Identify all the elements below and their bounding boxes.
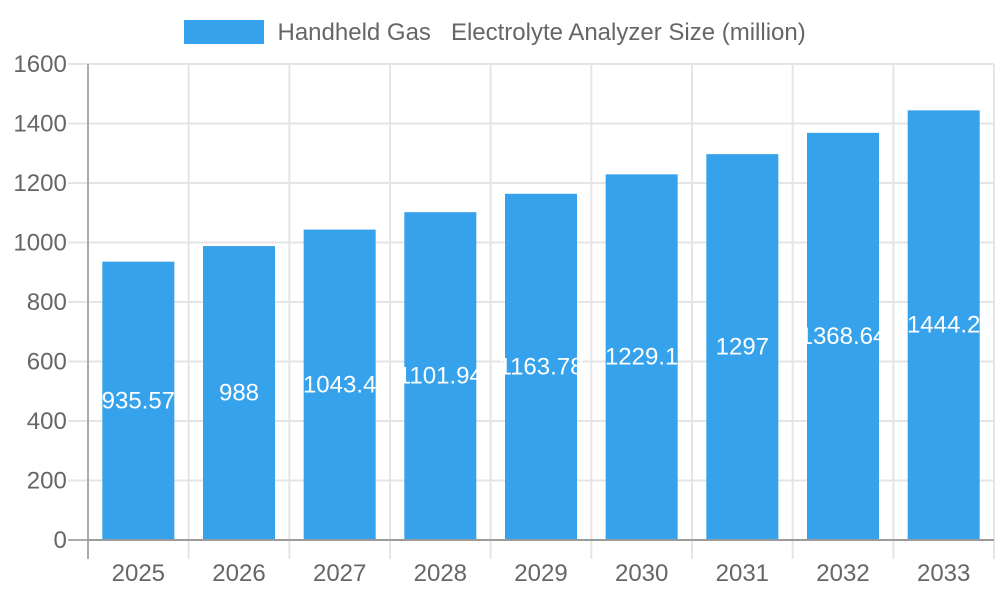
svg-text:Handheld Gas Electrolyte Ana: Handheld Gas Electrolyte Analyzer Size (… bbox=[278, 19, 806, 46]
svg-text:2026: 2026 bbox=[212, 560, 265, 587]
svg-text:200: 200 bbox=[27, 467, 67, 494]
svg-text:988: 988 bbox=[219, 380, 259, 407]
svg-text:0: 0 bbox=[53, 527, 66, 554]
svg-text:1229.1: 1229.1 bbox=[605, 344, 678, 371]
svg-text:2028: 2028 bbox=[414, 560, 467, 587]
svg-text:1163.78: 1163.78 bbox=[499, 353, 584, 380]
svg-text:2033: 2033 bbox=[917, 560, 970, 587]
svg-text:1000: 1000 bbox=[13, 229, 66, 256]
svg-text:1368.64: 1368.64 bbox=[800, 323, 887, 350]
svg-text:400: 400 bbox=[27, 408, 67, 435]
svg-text:1297: 1297 bbox=[716, 334, 769, 361]
svg-text:2031: 2031 bbox=[716, 560, 769, 587]
svg-text:2032: 2032 bbox=[816, 560, 869, 587]
svg-text:2027: 2027 bbox=[313, 560, 366, 587]
svg-text:935.57: 935.57 bbox=[102, 387, 175, 414]
svg-text:1444.2: 1444.2 bbox=[907, 312, 980, 339]
svg-text:2030: 2030 bbox=[615, 560, 668, 587]
svg-text:1043.4: 1043.4 bbox=[303, 371, 376, 398]
svg-text:1101.94: 1101.94 bbox=[398, 363, 483, 390]
svg-text:600: 600 bbox=[27, 348, 67, 375]
svg-text:2025: 2025 bbox=[112, 560, 165, 587]
svg-text:800: 800 bbox=[27, 289, 67, 316]
svg-text:1400: 1400 bbox=[13, 110, 66, 137]
svg-text:2029: 2029 bbox=[514, 560, 567, 587]
svg-text:1200: 1200 bbox=[13, 170, 66, 197]
svg-text:1600: 1600 bbox=[13, 51, 66, 78]
